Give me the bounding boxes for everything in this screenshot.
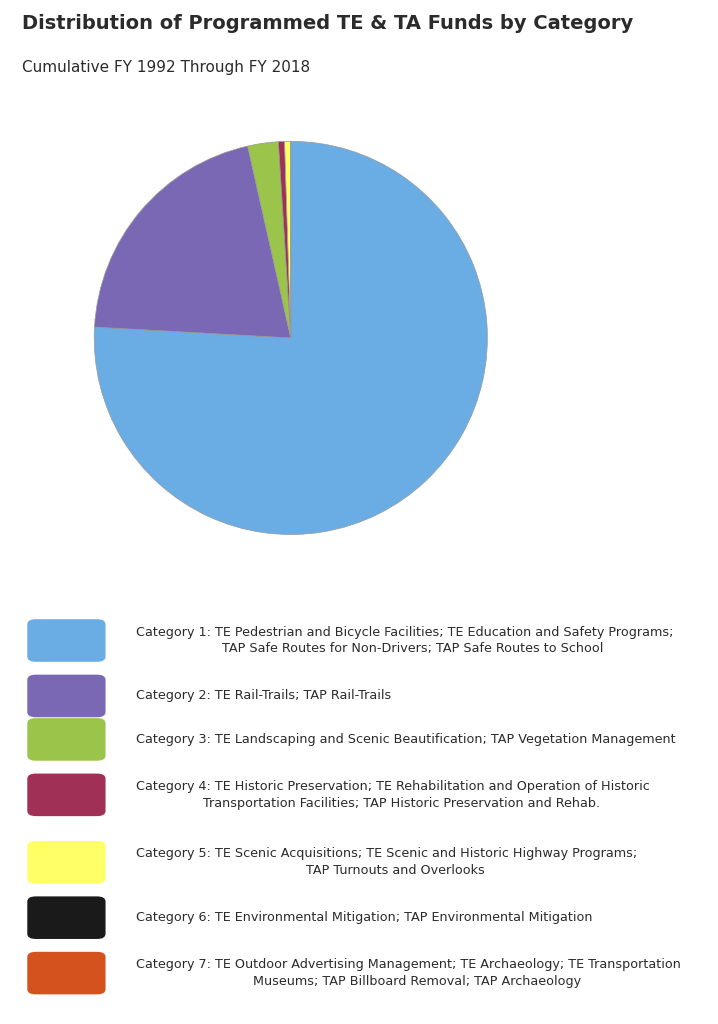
Text: Category 3: TE Landscaping and Scenic Beautification; TAP Vegetation Management: Category 3: TE Landscaping and Scenic Be…	[136, 733, 676, 745]
Wedge shape	[94, 141, 488, 535]
FancyBboxPatch shape	[27, 718, 106, 761]
FancyBboxPatch shape	[27, 675, 106, 717]
Wedge shape	[279, 141, 291, 338]
FancyBboxPatch shape	[27, 952, 106, 994]
Wedge shape	[248, 141, 291, 338]
Text: Category 6: TE Environmental Mitigation; TAP Environmental Mitigation: Category 6: TE Environmental Mitigation;…	[136, 911, 593, 925]
Text: Category 7: TE Outdoor Advertising Management; TE Archaeology; TE Transportation: Category 7: TE Outdoor Advertising Manag…	[136, 958, 681, 988]
FancyBboxPatch shape	[27, 620, 106, 662]
Text: Cumulative FY 1992 Through FY 2018: Cumulative FY 1992 Through FY 2018	[22, 60, 309, 75]
Text: Distribution of Programmed TE & TA Funds by Category: Distribution of Programmed TE & TA Funds…	[22, 14, 633, 33]
Wedge shape	[284, 141, 291, 338]
FancyBboxPatch shape	[27, 896, 106, 939]
FancyBboxPatch shape	[27, 841, 106, 884]
Text: Category 2: TE Rail-Trails; TAP Rail-Trails: Category 2: TE Rail-Trails; TAP Rail-Tra…	[136, 689, 392, 702]
Wedge shape	[95, 146, 291, 338]
Text: Category 4: TE Historic Preservation; TE Rehabilitation and Operation of Histori: Category 4: TE Historic Preservation; TE…	[136, 780, 651, 810]
Text: Category 5: TE Scenic Acquisitions; TE Scenic and Historic Highway Programs;
   : Category 5: TE Scenic Acquisitions; TE S…	[136, 848, 638, 877]
Text: Category 1: TE Pedestrian and Bicycle Facilities; TE Education and Safety Progra: Category 1: TE Pedestrian and Bicycle Fa…	[136, 626, 674, 655]
FancyBboxPatch shape	[27, 773, 106, 816]
